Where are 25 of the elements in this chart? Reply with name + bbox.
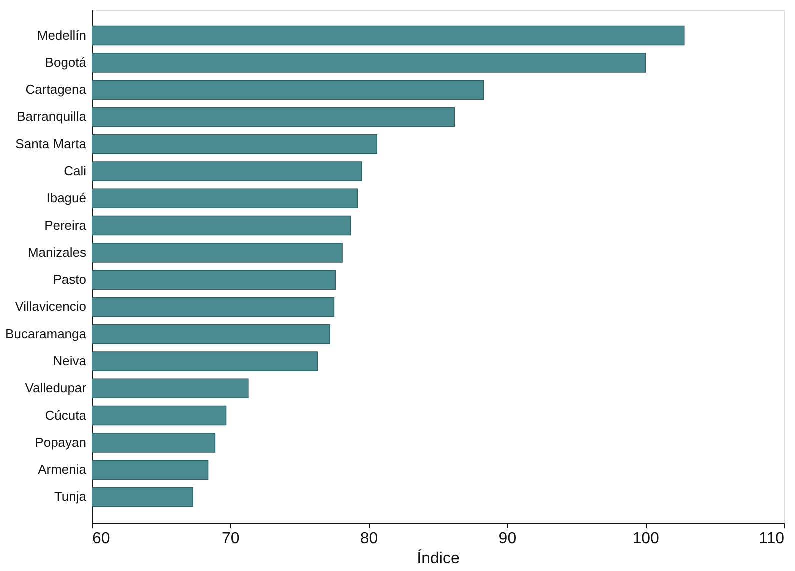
y-tick-label: Manizales (28, 244, 87, 260)
x-tick-label: 70 (222, 530, 240, 548)
x-tick-label: 80 (360, 530, 378, 548)
y-tick-label: Barranquilla (17, 109, 88, 124)
x-tick-label: 100 (632, 530, 660, 548)
y-tick-label: Bogotá (45, 54, 88, 70)
y-tick-label: Neiva (53, 354, 88, 368)
y-tick-label: Bucaramanga (6, 326, 88, 342)
y-tick-label: Tunja (54, 489, 88, 504)
y-tick-label: Pereira (44, 218, 88, 233)
x-tick-label: 110 (758, 530, 785, 548)
y-tick-label: Cartagena (26, 82, 88, 98)
y-tick-label: Villavicencio (15, 299, 86, 314)
y-tick-label: Cali (64, 164, 87, 178)
y-tick-label: Cúcuta (45, 408, 88, 423)
y-tick-label: Santa Marta (16, 136, 88, 152)
y-tick-label: Popayan (35, 434, 86, 450)
x-axis-title: Índice (417, 550, 460, 568)
x-tick-label: 60 (92, 530, 110, 548)
y-tick-label: Armenia (38, 462, 88, 478)
y-tick-label: Ibagué (46, 190, 86, 206)
x-tick-label: 90 (498, 530, 517, 548)
y-tick-label: Valledupar (25, 380, 88, 396)
y-tick-label: Medellín (37, 28, 86, 43)
y-tick-label: Pasto (53, 272, 86, 288)
